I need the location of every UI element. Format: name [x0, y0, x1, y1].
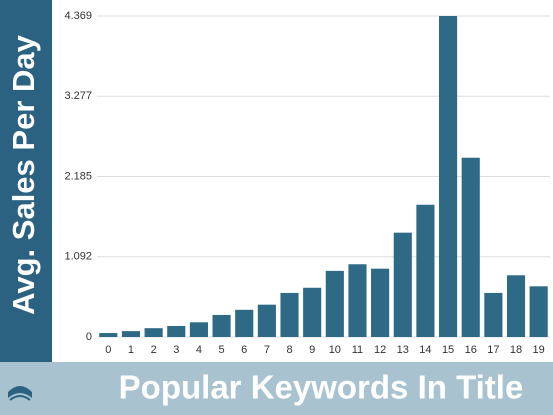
- bar: [189, 322, 208, 337]
- logo: [8, 386, 32, 401]
- x-tick-label: 14: [419, 344, 431, 356]
- x-tick-label: 9: [309, 344, 315, 356]
- bar: [529, 286, 548, 337]
- bar: [325, 270, 344, 337]
- bar: [99, 333, 118, 337]
- x-tick-label: 2: [151, 344, 157, 356]
- bar: [212, 314, 231, 337]
- x-tick-label: 15: [442, 344, 454, 356]
- bar: [439, 16, 458, 337]
- y-tick-label: 1.092: [64, 251, 92, 263]
- bar: [484, 292, 503, 337]
- bar: [303, 287, 322, 337]
- bar: [121, 331, 141, 337]
- bar: [235, 309, 254, 337]
- y-axis-title: Avg. Sales Per Day: [6, 34, 41, 314]
- x-tick-label: 11: [352, 344, 363, 356]
- bar: [461, 157, 480, 337]
- bar: [506, 275, 526, 337]
- x-tick-label: 18: [510, 344, 522, 356]
- bar: [348, 264, 367, 337]
- bar: [416, 204, 435, 337]
- x-tick-label: 5: [219, 344, 225, 356]
- y-tick-label: 4.369: [64, 10, 92, 22]
- x-label-band: [0, 362, 553, 415]
- x-tick-label: 19: [533, 344, 545, 356]
- x-tick-label: 1: [128, 344, 134, 356]
- x-tick-label: 7: [264, 344, 270, 356]
- bar: [393, 232, 412, 337]
- bar: [257, 304, 276, 337]
- x-tick-label: 13: [397, 344, 409, 356]
- x-axis-title: Popular Keywords In Title: [119, 369, 524, 406]
- y-tick-label: 3.277: [64, 90, 92, 102]
- bar: [280, 292, 299, 337]
- x-tick-label: 0: [105, 344, 111, 356]
- x-tick-label: 4: [196, 344, 202, 356]
- x-tick-label: 10: [329, 344, 341, 356]
- bar: [167, 325, 186, 337]
- y-tick-label: 0: [86, 331, 92, 343]
- x-tick-label: 17: [487, 344, 499, 356]
- y-label-band: [0, 0, 52, 362]
- x-tick-label: 16: [465, 344, 477, 356]
- bar: [144, 328, 163, 337]
- x-tick-label: 12: [374, 344, 386, 356]
- bar: [371, 268, 390, 337]
- x-tick-label: 3: [173, 344, 179, 356]
- y-tick-label: 2.185: [64, 170, 92, 182]
- x-tick-label: 6: [241, 344, 247, 356]
- x-tick-label: 8: [286, 344, 292, 356]
